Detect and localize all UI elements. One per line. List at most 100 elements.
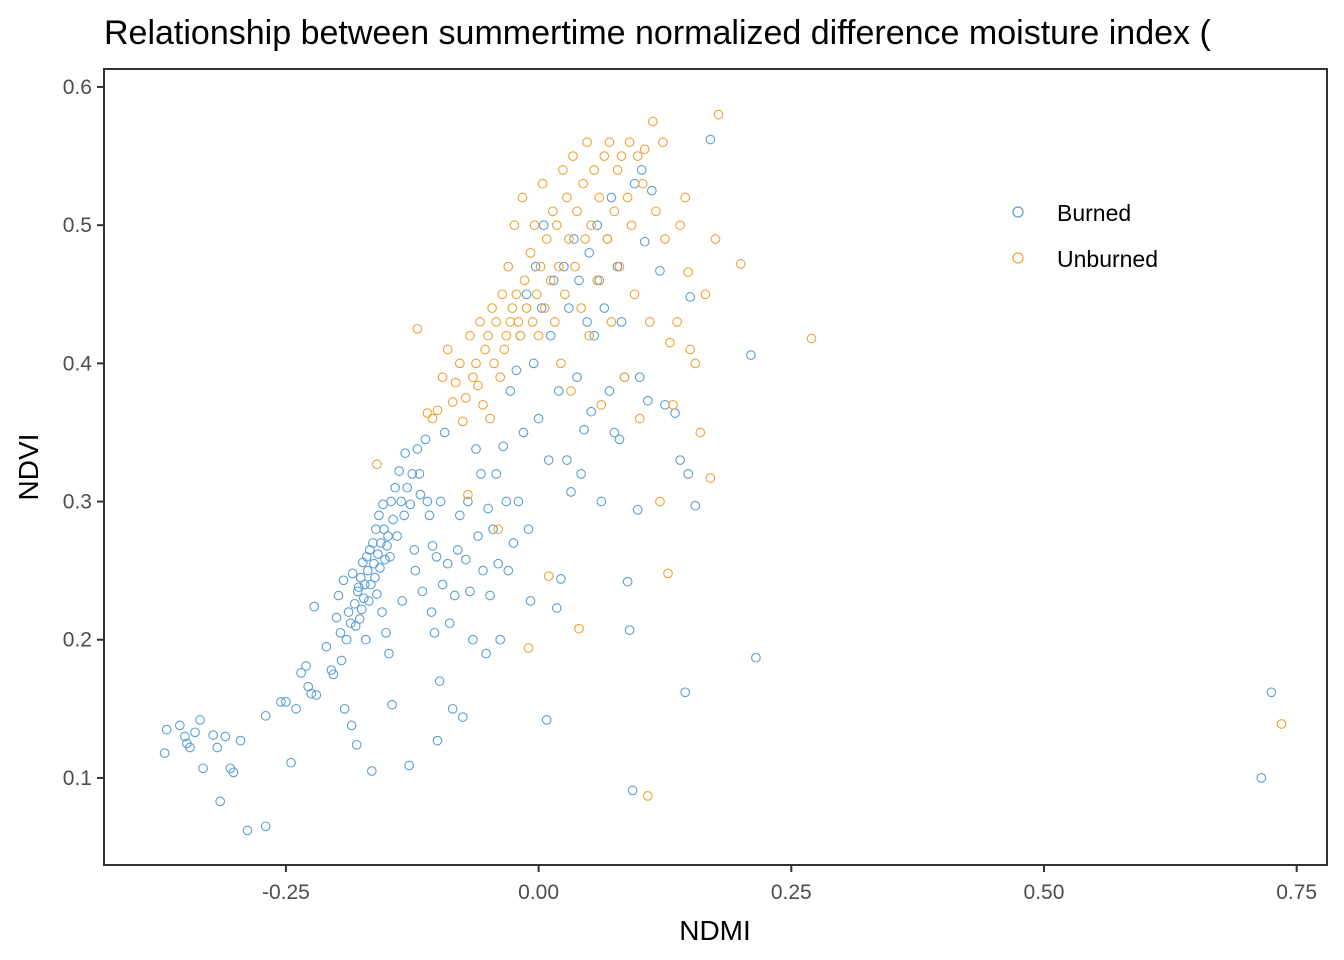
point-unburned bbox=[574, 623, 584, 634]
point-burned bbox=[414, 469, 425, 479]
point-burned bbox=[365, 579, 376, 590]
point-unburned bbox=[432, 405, 443, 416]
point-burned bbox=[400, 448, 411, 459]
point-burned bbox=[352, 586, 363, 597]
point-burned bbox=[341, 634, 352, 645]
point-burned bbox=[309, 601, 320, 612]
point-burned bbox=[180, 731, 190, 742]
point-burned bbox=[473, 531, 483, 541]
legend-label-burned: Burned bbox=[1057, 200, 1131, 226]
point-unburned bbox=[551, 220, 562, 231]
point-burned bbox=[471, 444, 481, 454]
point-unburned bbox=[533, 330, 544, 341]
point-burned bbox=[642, 395, 653, 406]
point-burned bbox=[596, 496, 607, 507]
point-unburned bbox=[519, 275, 530, 286]
point-unburned bbox=[513, 317, 524, 327]
point-unburned bbox=[710, 234, 721, 244]
point-unburned bbox=[497, 289, 508, 300]
point-unburned bbox=[468, 372, 478, 383]
point-unburned bbox=[647, 116, 658, 127]
point-burned bbox=[355, 572, 366, 583]
point-unburned bbox=[576, 303, 586, 313]
x-axis-label: NDMI bbox=[679, 915, 751, 946]
point-unburned bbox=[517, 192, 528, 203]
y-tick-label: 0.1 bbox=[63, 767, 92, 790]
point-unburned bbox=[651, 206, 661, 217]
point-unburned bbox=[658, 137, 668, 148]
point-burned bbox=[420, 434, 431, 445]
point-unburned bbox=[442, 344, 453, 355]
x-tick-label: -0.25 bbox=[262, 881, 310, 904]
point-burned bbox=[488, 524, 498, 535]
point-unburned bbox=[606, 317, 617, 327]
point-unburned bbox=[503, 261, 514, 272]
point-burned bbox=[384, 648, 394, 659]
point-burned bbox=[705, 134, 716, 145]
point-burned bbox=[632, 504, 643, 515]
point-burned bbox=[606, 192, 617, 203]
point-unburned bbox=[556, 358, 566, 369]
point-burned bbox=[616, 317, 627, 327]
point-burned bbox=[190, 727, 200, 738]
point-burned bbox=[511, 365, 522, 376]
point-burned bbox=[396, 496, 407, 507]
point-unburned bbox=[599, 151, 610, 161]
point-burned bbox=[685, 292, 696, 302]
point-burned bbox=[452, 545, 463, 555]
point-unburned bbox=[427, 413, 438, 424]
point-unburned bbox=[553, 261, 564, 272]
point-burned bbox=[347, 568, 358, 579]
point-burned bbox=[380, 554, 390, 565]
point-burned bbox=[405, 499, 416, 510]
point-burned bbox=[429, 627, 440, 638]
point-unburned bbox=[594, 192, 605, 203]
point-unburned bbox=[735, 259, 746, 269]
point-burned bbox=[394, 466, 404, 476]
point-burned bbox=[432, 735, 443, 746]
point-burned bbox=[375, 563, 385, 573]
point-unburned bbox=[509, 220, 520, 231]
point-burned bbox=[306, 688, 317, 699]
point-unburned bbox=[639, 144, 650, 155]
point-burned bbox=[589, 330, 600, 341]
point-burned bbox=[675, 455, 685, 465]
point-unburned bbox=[463, 489, 473, 500]
point-burned bbox=[426, 607, 437, 617]
point-unburned bbox=[465, 330, 475, 341]
point-burned bbox=[530, 261, 541, 272]
point-burned bbox=[627, 785, 638, 796]
point-burned bbox=[427, 540, 438, 551]
point-unburned bbox=[604, 137, 615, 148]
point-burned bbox=[333, 590, 344, 601]
y-tick-label: 0.6 bbox=[63, 76, 92, 99]
point-unburned bbox=[672, 317, 682, 327]
point-burned bbox=[609, 427, 620, 438]
point-burned bbox=[586, 406, 597, 417]
point-unburned bbox=[675, 220, 685, 231]
point-burned bbox=[439, 427, 450, 438]
point-unburned bbox=[614, 261, 625, 272]
y-tick-label: 0.4 bbox=[63, 352, 93, 375]
point-burned bbox=[1256, 773, 1267, 783]
point-burned bbox=[390, 482, 400, 493]
point-burned bbox=[372, 589, 382, 599]
point-burned bbox=[417, 586, 428, 597]
point-burned bbox=[680, 687, 691, 698]
point-unburned bbox=[547, 206, 558, 217]
point-unburned bbox=[568, 151, 578, 161]
point-unburned bbox=[480, 344, 490, 355]
point-unburned bbox=[668, 399, 678, 410]
x-axis-ticks: -0.25 0.00 0.25 0.50 0.75 bbox=[262, 865, 1317, 904]
point-burned bbox=[624, 625, 635, 635]
point-burned bbox=[260, 821, 271, 832]
point-burned bbox=[543, 455, 554, 465]
x-tick-label: 0.75 bbox=[1276, 881, 1317, 904]
point-unburned bbox=[642, 791, 653, 801]
point-burned bbox=[528, 358, 539, 369]
point-unburned bbox=[541, 234, 552, 244]
point-unburned bbox=[515, 330, 526, 341]
point-burned bbox=[174, 720, 185, 731]
point-burned bbox=[447, 703, 458, 714]
point-unburned bbox=[499, 344, 510, 355]
